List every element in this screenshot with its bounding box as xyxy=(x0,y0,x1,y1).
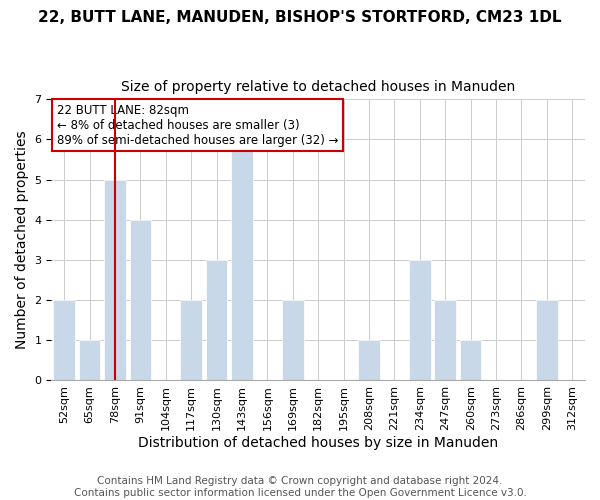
X-axis label: Distribution of detached houses by size in Manuden: Distribution of detached houses by size … xyxy=(138,436,498,450)
Bar xyxy=(282,300,304,380)
Bar xyxy=(231,140,253,380)
Bar xyxy=(434,300,456,380)
Text: Contains HM Land Registry data © Crown copyright and database right 2024.
Contai: Contains HM Land Registry data © Crown c… xyxy=(74,476,526,498)
Bar xyxy=(130,220,151,380)
Bar xyxy=(79,340,100,380)
Bar xyxy=(460,340,481,380)
Y-axis label: Number of detached properties: Number of detached properties xyxy=(15,130,29,349)
Bar xyxy=(181,300,202,380)
Bar xyxy=(358,340,380,380)
Bar xyxy=(536,300,557,380)
Bar xyxy=(104,180,126,380)
Bar xyxy=(206,260,227,380)
Text: 22, BUTT LANE, MANUDEN, BISHOP'S STORTFORD, CM23 1DL: 22, BUTT LANE, MANUDEN, BISHOP'S STORTFO… xyxy=(38,10,562,25)
Title: Size of property relative to detached houses in Manuden: Size of property relative to detached ho… xyxy=(121,80,515,94)
Bar xyxy=(53,300,75,380)
Text: 22 BUTT LANE: 82sqm
← 8% of detached houses are smaller (3)
89% of semi-detached: 22 BUTT LANE: 82sqm ← 8% of detached hou… xyxy=(57,104,338,146)
Bar xyxy=(409,260,431,380)
